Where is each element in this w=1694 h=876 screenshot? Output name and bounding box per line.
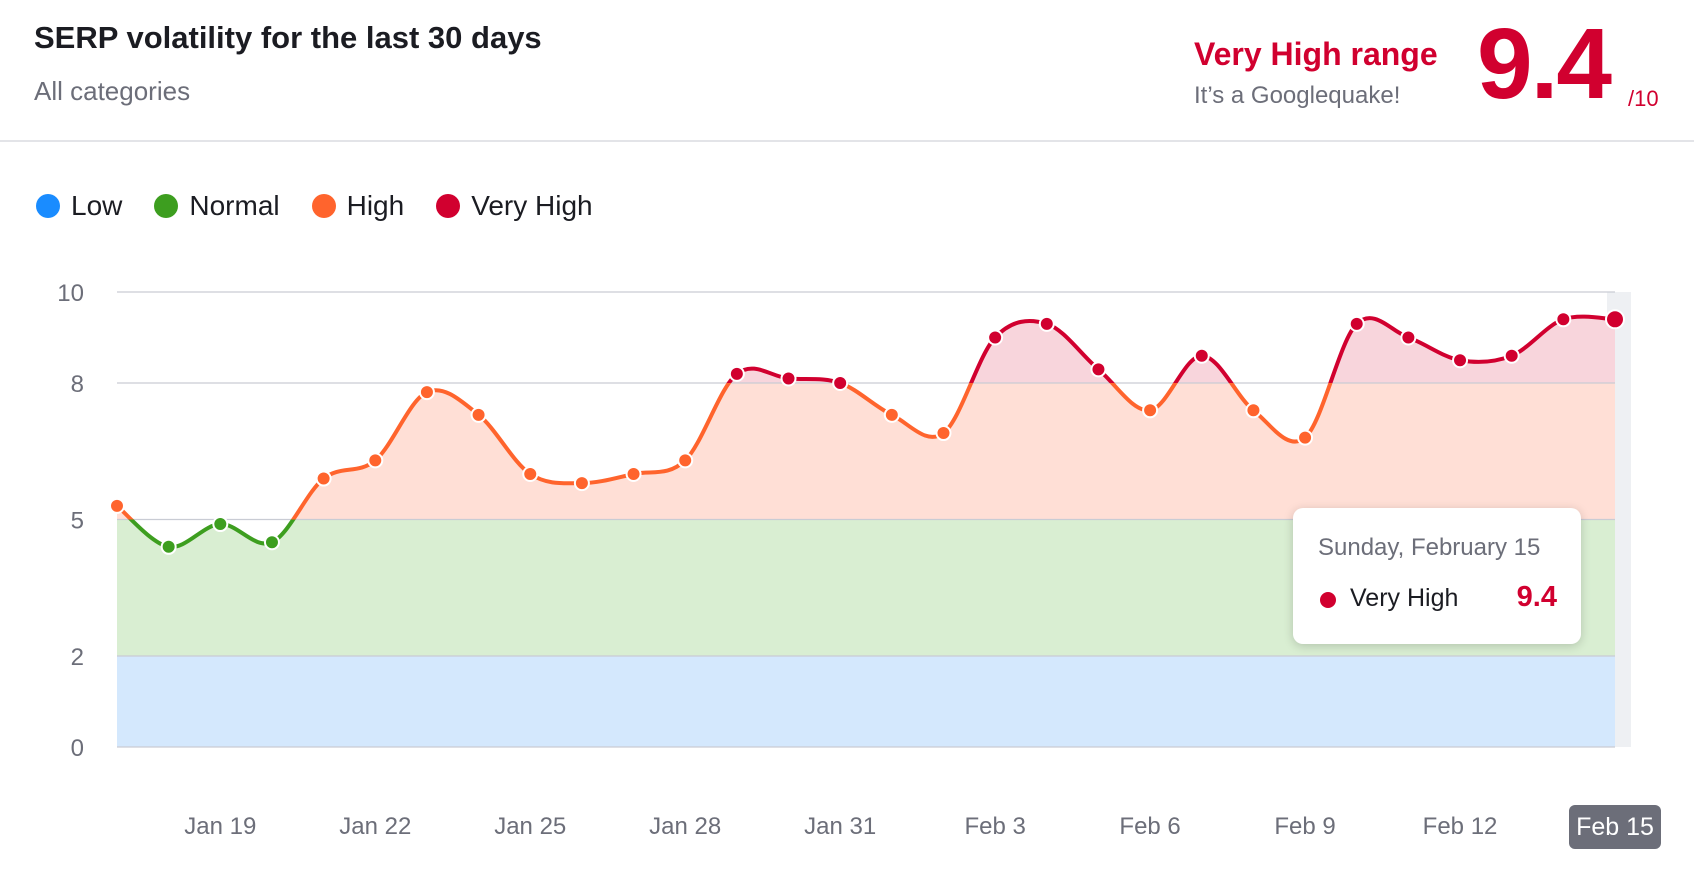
legend-dot-low — [36, 194, 60, 218]
data-point — [1142, 402, 1159, 419]
data-point — [883, 406, 900, 423]
data-point — [1348, 315, 1365, 332]
data-point — [263, 534, 280, 551]
data-point — [987, 329, 1004, 346]
data-point — [1503, 347, 1520, 364]
legend-label-normal: Normal — [189, 190, 280, 221]
x-tick-label: Jan 25 — [494, 813, 566, 840]
y-tick-label: 10 — [57, 280, 84, 307]
data-point — [1452, 352, 1469, 369]
data-point — [367, 452, 384, 469]
legend-item-very-high[interactable]: Very High — [436, 190, 593, 222]
x-tick-label: Feb 9 — [1274, 813, 1335, 840]
category-subtitle: All categories — [34, 76, 191, 106]
band-very-high — [117, 316, 1615, 383]
active-x-label: Feb 15 — [1569, 805, 1661, 849]
data-point — [1245, 402, 1262, 419]
legend-label-very-high: Very High — [471, 190, 593, 221]
tooltip-date: Sunday, February 15 — [1318, 534, 1541, 561]
data-point — [1193, 347, 1210, 364]
tooltip-dot — [1320, 592, 1336, 608]
data-point — [935, 425, 952, 442]
data-point — [522, 466, 539, 482]
data-point — [470, 406, 487, 423]
legend-item-normal[interactable]: Normal — [154, 190, 280, 222]
score-max: /10 — [1628, 86, 1659, 111]
y-tick-label: 8 — [71, 371, 84, 398]
x-tick-label: Jan 19 — [184, 813, 256, 840]
data-point — [625, 466, 642, 482]
data-point — [160, 538, 177, 555]
data-point — [780, 370, 797, 387]
legend-label-high: High — [346, 190, 405, 221]
range-label: Very High range — [1194, 36, 1438, 72]
data-point — [109, 497, 125, 514]
legend-dot-very-high — [436, 194, 461, 218]
data-point — [728, 365, 745, 382]
data-point — [677, 452, 694, 469]
data-point — [315, 470, 332, 487]
x-tick-label: Jan 31 — [804, 813, 876, 840]
tooltip: Sunday, February 15 Very High 9.4 — [1293, 508, 1581, 644]
data-point — [418, 384, 435, 401]
data-point — [1605, 309, 1625, 330]
legend-dot-normal — [154, 194, 179, 218]
series-line-segment — [115, 383, 1333, 520]
chart-legend: Low Normal High Very High — [36, 190, 625, 222]
y-tick-label: 2 — [71, 644, 84, 671]
data-point — [1555, 311, 1572, 328]
y-tick-label: 5 — [71, 508, 84, 535]
x-tick-label: Jan 28 — [649, 813, 721, 840]
tooltip-label: Very High — [1350, 584, 1459, 612]
legend-label-low: Low — [71, 190, 123, 221]
page-title: SERP volatility for the last 30 days — [34, 20, 542, 55]
range-description: It’s a Googlequake! — [1194, 82, 1401, 109]
data-point — [212, 516, 229, 533]
y-tick-label: 0 — [71, 735, 84, 762]
legend-dot-high — [311, 194, 336, 218]
tooltip-value: 9.4 — [1516, 581, 1557, 613]
data-point — [1038, 315, 1055, 332]
legend-item-low[interactable]: Low — [36, 190, 122, 222]
data-point — [1090, 361, 1107, 378]
band-high — [117, 383, 1615, 520]
data-point — [573, 475, 590, 492]
legend-item-high[interactable]: High — [311, 190, 405, 222]
x-tick-label: Jan 22 — [339, 813, 411, 840]
band-low — [117, 656, 1615, 747]
data-point — [1297, 429, 1314, 446]
x-tick-label: Feb 3 — [964, 813, 1025, 840]
data-point — [832, 375, 849, 391]
current-score: 9.4 — [1477, 8, 1612, 120]
data-point — [1400, 329, 1417, 346]
chart-header: SERP volatility for the last 30 days All… — [0, 0, 1694, 142]
x-tick-label: Feb 12 — [1423, 813, 1498, 840]
x-tick-label: Feb 6 — [1119, 813, 1180, 840]
